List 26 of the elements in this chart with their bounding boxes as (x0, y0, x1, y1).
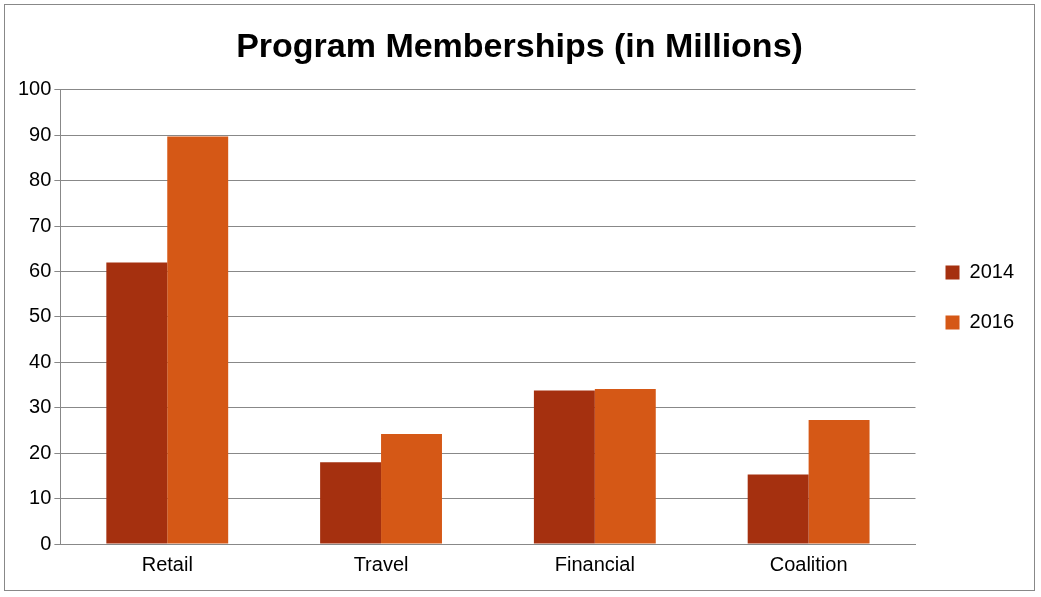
y-tick-label: 90 (29, 122, 52, 145)
y-tick-label: 0 (40, 531, 52, 554)
bar (167, 136, 229, 544)
legend-label: 2014 (969, 260, 1015, 283)
bar (106, 262, 168, 544)
x-tick-label: Retail (141, 552, 193, 575)
y-tick-label: 20 (29, 440, 52, 463)
x-tick-label: Coalition (769, 552, 848, 575)
y-tick-label: 30 (29, 395, 52, 418)
bar (381, 434, 442, 544)
y-tick-label: 100 (17, 77, 52, 100)
bar (808, 420, 870, 544)
y-tick-label: 70 (29, 213, 52, 236)
x-tick-label: Financial (554, 552, 635, 575)
bar (533, 390, 595, 544)
y-tick-label: 40 (29, 349, 52, 372)
x-tick-label: Travel (353, 552, 409, 575)
bar (594, 389, 656, 544)
y-tick-label: 60 (29, 259, 52, 281)
y-tick-label: 10 (29, 486, 52, 509)
legend-label: 2016 (969, 310, 1015, 333)
y-tick-label: 50 (29, 304, 52, 327)
chart-title: Program Memberships (in Millions) (236, 25, 803, 64)
bar (747, 474, 809, 544)
bar (320, 462, 382, 544)
y-tick-label: 80 (29, 168, 52, 191)
